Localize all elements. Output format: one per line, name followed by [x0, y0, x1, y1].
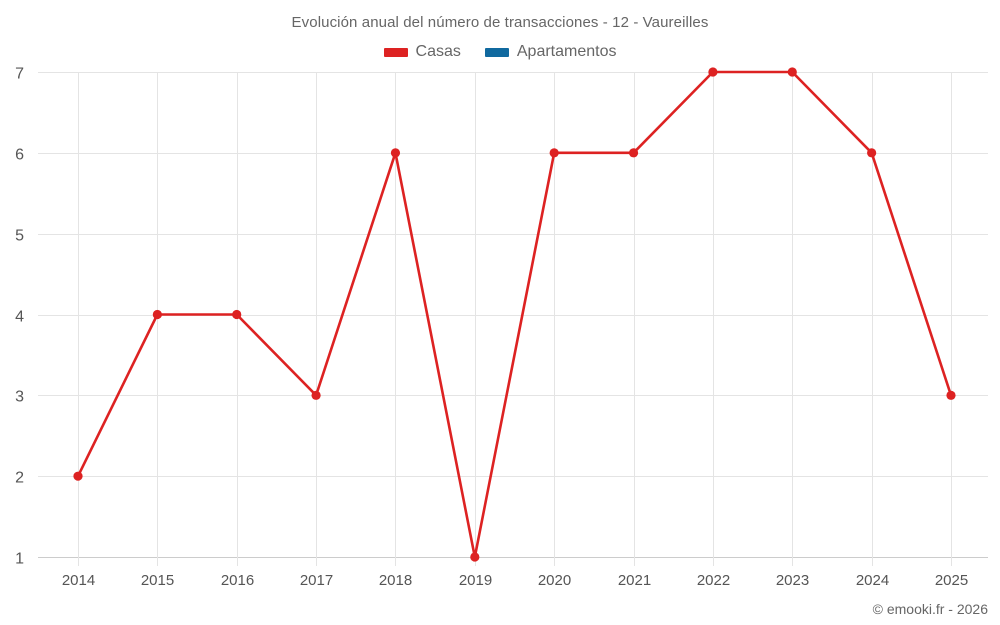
- legend-swatch-apartamentos: [484, 47, 509, 57]
- data-point-marker: [549, 148, 559, 158]
- y-axis-tick-label: 4: [15, 309, 24, 326]
- x-axis-tick-label: 2015: [141, 572, 174, 589]
- data-point-marker: [232, 309, 242, 320]
- y-axis-tick-label: 7: [15, 66, 24, 83]
- data-point-marker: [73, 471, 83, 481]
- x-axis-tick-label: 2019: [459, 572, 492, 589]
- y-axis-tick-label: 2: [15, 470, 24, 487]
- data-point-marker: [311, 390, 321, 400]
- y-axis-tick-label: 1: [15, 551, 24, 568]
- legend-item-casas[interactable]: Casas: [383, 43, 461, 60]
- x-axis-tick-label: 2025: [935, 572, 968, 589]
- series-line-0: [76, 70, 953, 559]
- data-point-marker: [787, 67, 797, 77]
- chart-title: Evolución anual del número de transaccio…: [291, 14, 709, 31]
- legend-swatch-casas: [383, 47, 408, 57]
- x-axis-tick-label: 2024: [856, 572, 889, 589]
- data-point-marker: [628, 148, 639, 158]
- data-point-marker: [708, 67, 718, 77]
- x-axis-tick-label: 2016: [221, 572, 254, 589]
- x-axis-tick-label: 2017: [300, 572, 333, 589]
- data-point-marker: [946, 390, 956, 400]
- x-axis-tick-label: 2014: [62, 572, 95, 589]
- data-series-layer: [73, 67, 956, 562]
- data-point-marker: [390, 148, 401, 158]
- x-axis-tick-label: 2022: [697, 572, 730, 589]
- grid-layer: [38, 72, 988, 566]
- x-axis-tick-label: 2020: [538, 572, 571, 589]
- chart-legend: Casas Apartamentos: [0, 44, 1000, 60]
- legend-label-casas: Casas: [415, 43, 461, 60]
- y-axis-tick-label: 3: [15, 389, 24, 406]
- x-axis-tick-label: 2023: [776, 572, 809, 589]
- copyright-credit: © emooki.fr - 2026: [872, 601, 988, 617]
- x-axis-tick-label: 2018: [379, 572, 412, 589]
- legend-label-apartamentos: Apartamentos: [516, 43, 617, 60]
- legend-item-apartamentos[interactable]: Apartamentos: [484, 43, 617, 60]
- x-axis-tick-label: 2021: [618, 572, 651, 589]
- x-axis-tick-labels: 2014 2015 2016 2017 2018 2019 2020 2021 2022 2023…: [62, 572, 968, 589]
- data-point-marker: [152, 309, 162, 320]
- y-axis-tick-labels: 1 2 3 4 5 6 7: [15, 66, 24, 568]
- y-axis-tick-label: 5: [15, 228, 24, 245]
- data-point-marker: [470, 552, 480, 562]
- data-point-marker: [867, 148, 877, 158]
- y-axis-tick-label: 6: [15, 147, 24, 164]
